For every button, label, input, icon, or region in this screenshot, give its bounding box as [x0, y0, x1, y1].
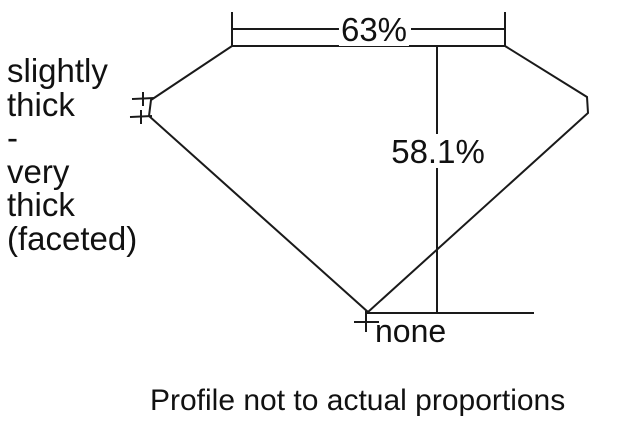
total-depth-percent-label: 58.1% — [389, 133, 487, 170]
culet-cross-marker — [354, 311, 379, 332]
diamond-outline — [147, 45, 590, 314]
table-width-bracket — [231, 12, 506, 47]
culet-size-label: none — [375, 313, 447, 349]
table-width-percent-label: 63% — [338, 11, 410, 48]
diagram-caption: Profile not to actual proportions — [150, 384, 566, 417]
girdle-thickness-label: slightly thick - very thick (faceted) — [7, 52, 138, 257]
girdle-tick-marks — [129, 92, 155, 124]
